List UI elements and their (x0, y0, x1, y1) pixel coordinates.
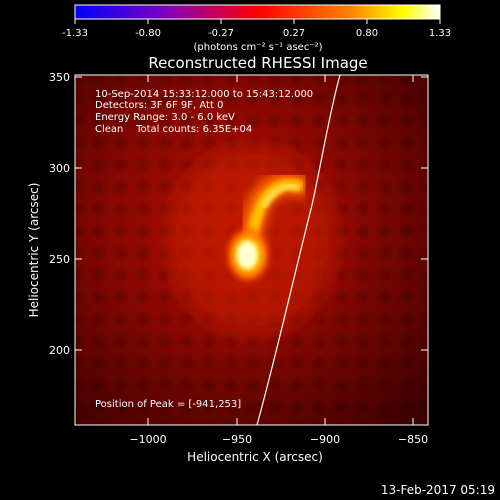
colorbar-unit-label: (photons cm⁻² s⁻¹ asec⁻²) (193, 42, 322, 53)
colorbar-ticks (74, 19, 441, 24)
footer-timestamp: 13-Feb-2017 05:19 (381, 483, 495, 497)
x-axis-title: Heliocentric X (arcsec) (187, 450, 323, 464)
figure-title: Reconstructed RHESSI Image (148, 54, 367, 72)
x-tick-label: −900 (310, 433, 340, 446)
y-tick-label: 300 (49, 162, 70, 175)
peak-position-label: Position of Peak = [-941,253] (95, 399, 241, 410)
solar-limb-curve (256, 75, 341, 425)
colorbar-tick-label: -0.27 (208, 28, 234, 39)
y-tick-label: 350 (49, 71, 70, 84)
y-axis-title: Heliocentric Y (arcsec) (27, 183, 41, 318)
colorbar-tick-label: -1.33 (62, 28, 88, 39)
info-time-range: 10-Sep-2014 15:33:12.000 to 15:43:12.000 (95, 89, 313, 100)
x-tick-label: −950 (222, 433, 252, 446)
y-tick-label: 250 (49, 253, 70, 266)
info-clean: Clean Total counts: 6.35E+04 (95, 124, 252, 135)
plot-frame (74, 74, 429, 426)
colorbar-tick-label: -0.80 (135, 28, 161, 39)
info-energy: Energy Range: 3.0 - 6.0 keV (95, 112, 235, 123)
rhessi-map-image (75, 75, 428, 425)
x-tick-label: −1000 (129, 433, 166, 446)
colorbar-tick-label: 0.27 (283, 28, 305, 39)
x-tick-label: −850 (398, 433, 428, 446)
y-axis-ticks (75, 76, 428, 351)
colorbar-tick-label: 1.33 (429, 28, 451, 39)
info-detectors: Detectors: 3F 6F 9F, Att 0 (95, 100, 223, 111)
x-axis-ticks (147, 75, 414, 425)
y-tick-label: 200 (49, 344, 70, 357)
colorbar (74, 4, 441, 20)
colorbar-tick-label: 0.80 (356, 28, 378, 39)
